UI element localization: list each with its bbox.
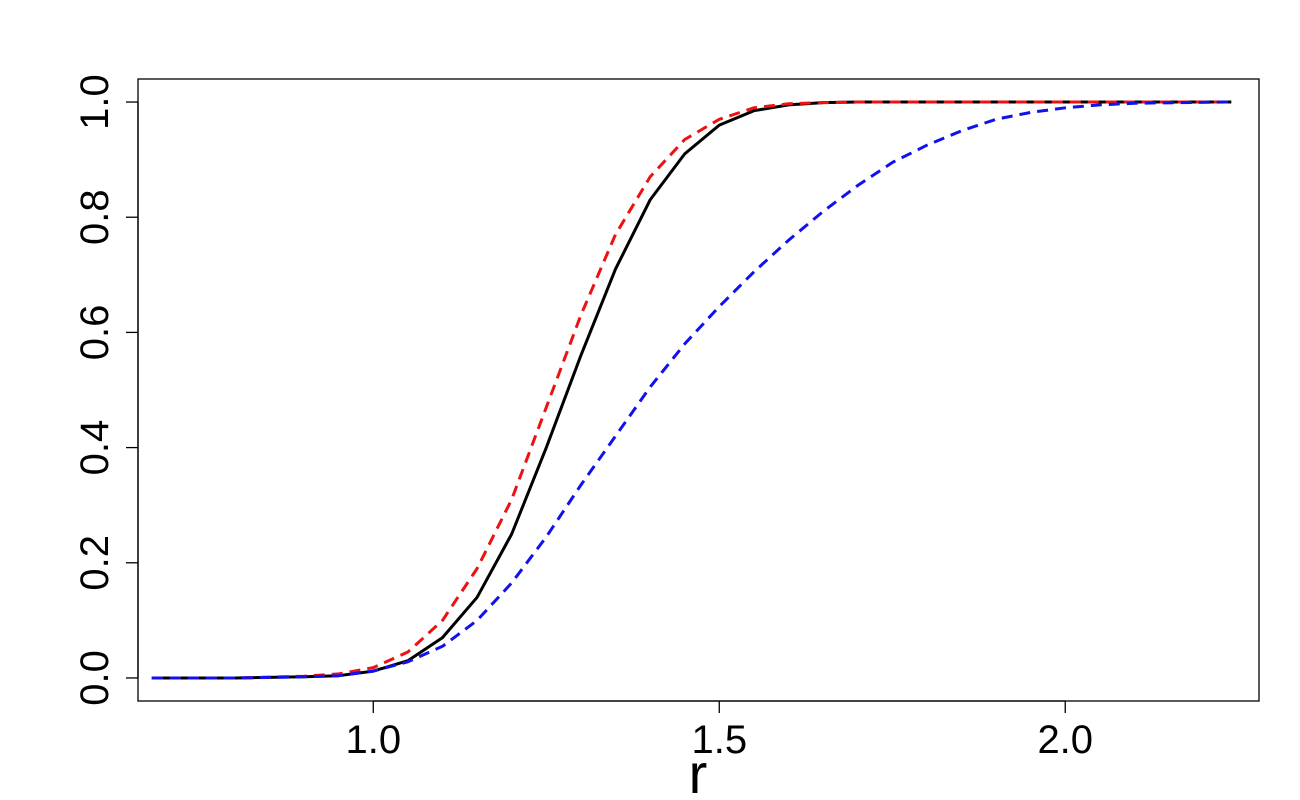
y-tick-label: 1.0 — [73, 74, 117, 130]
series-layer — [151, 100, 1232, 680]
y-tick-label: 0.2 — [73, 535, 117, 591]
x-tick-label: 2.0 — [1037, 718, 1093, 762]
y-tick-label: 0.0 — [73, 650, 117, 706]
series-line-3 — [151, 100, 1232, 680]
plot-frame — [137, 78, 1260, 702]
x-axis-title: r — [689, 742, 708, 800]
y-tick-label: 0.6 — [73, 305, 117, 361]
series-line-1 — [151, 100, 1232, 680]
series-line-2 — [151, 100, 1232, 680]
x-tick-label: 1.0 — [345, 718, 401, 762]
y-axis: 0.0 0.2 0.4 0.6 0.8 1.0 — [73, 74, 139, 706]
y-tick-label: 0.4 — [73, 420, 117, 476]
x-axis: 1.0 1.5 2.0 — [345, 700, 1093, 762]
x-tick-label: 1.5 — [691, 718, 747, 762]
y-tick-label: 0.8 — [73, 189, 117, 245]
